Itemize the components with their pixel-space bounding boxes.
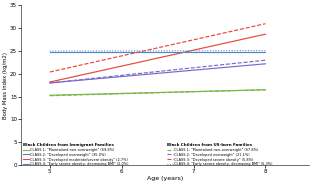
Legend: CLASS 1: "Maintained non-overweight" (67.8%), CLASS 2: "Developed overweight" (2: CLASS 1: "Maintained non-overweight" (67…: [167, 143, 272, 166]
X-axis label: Age (years): Age (years): [147, 176, 183, 181]
Y-axis label: Body Mass Index (kg/m2): Body Mass Index (kg/m2): [3, 52, 8, 119]
